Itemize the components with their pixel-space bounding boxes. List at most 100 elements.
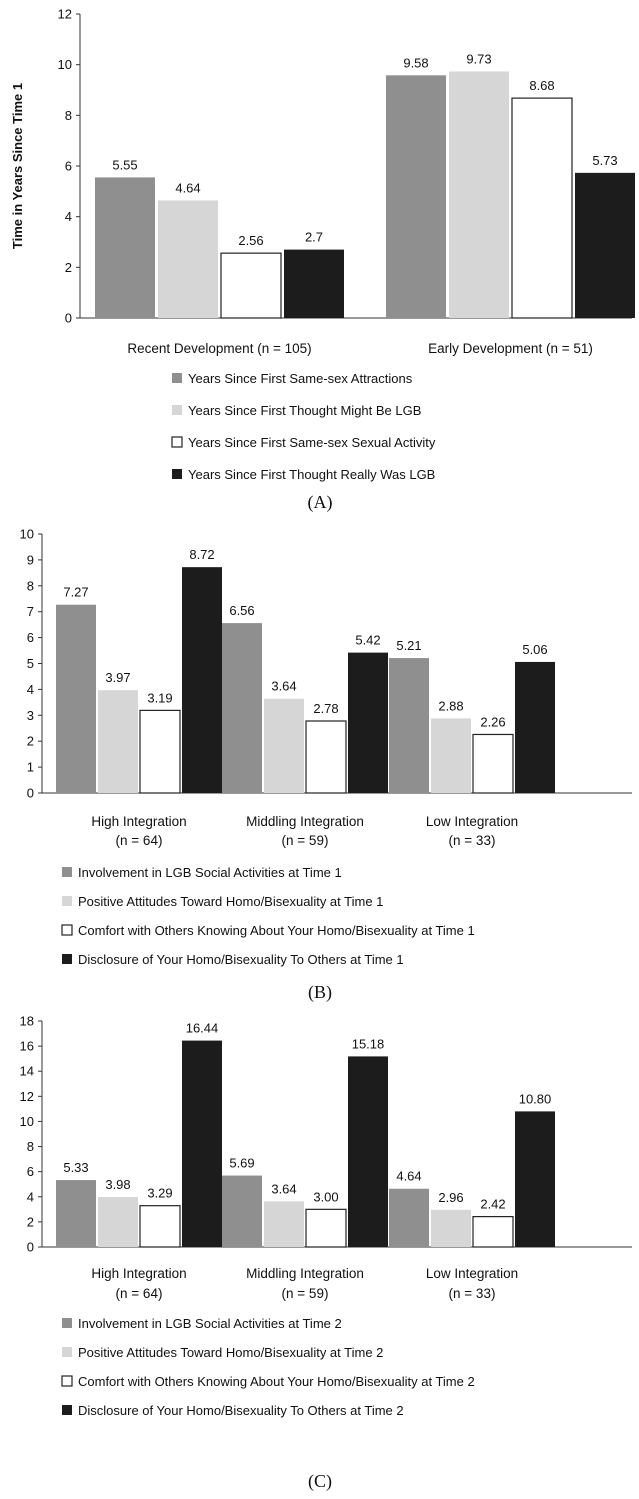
y-tick-label: 0 [27,1240,34,1255]
legend-entry: Comfort with Others Knowing About Your H… [78,923,475,938]
data-label: 8.68 [529,78,554,93]
y-tick-label: 14 [20,1064,34,1079]
y-tick-label: 10 [20,527,34,542]
data-label: 4.64 [396,1169,421,1184]
data-label: 16.44 [186,1021,219,1036]
bar [511,97,573,319]
legend-entry: Involvement in LGB Social Activities at … [78,865,342,880]
bar [515,661,555,793]
data-label: 2.7 [305,230,323,245]
bar [386,75,446,318]
y-tick-label: 3 [27,708,34,723]
data-label: 4.64 [175,180,200,195]
y-tick-label: 4 [65,209,72,224]
legend-entry: Positive Attitudes Toward Homo/Bisexuali… [78,1345,383,1360]
y-tick-label: 2 [27,734,34,749]
legend-entry: Involvement in LGB Social Activities at … [78,1316,342,1331]
y-tick-label: 8 [27,578,34,593]
legend-swatch [171,436,183,448]
bar [98,690,138,793]
data-label: 3.97 [105,670,130,685]
x-category-label: High Integration [91,814,186,829]
x-category-label: (n = 33) [449,833,496,848]
bar [220,252,282,319]
legend-swatch [62,1347,72,1357]
x-category-label: Early Development (n = 51) [428,341,593,356]
data-label: 3.29 [147,1186,172,1201]
bar [95,177,155,318]
bar [348,652,388,793]
y-tick-label: 7 [27,604,34,619]
legend-swatch [172,373,182,383]
y-axis-title: Time in Years Since Time 1 [10,83,25,249]
panel-label: (A) [308,492,333,513]
y-tick-label: 12 [20,1089,34,1104]
data-label: 3.19 [147,690,172,705]
bar [431,1209,471,1247]
data-label: 9.58 [403,55,428,70]
bar [158,200,218,318]
x-category-label: Middling Integration [246,1266,364,1281]
data-label: 2.96 [438,1190,463,1205]
bar [575,172,635,318]
x-category-label: Low Integration [426,1266,518,1281]
data-label: 10.80 [519,1091,552,1106]
bar [515,1111,555,1247]
y-tick-label: 8 [65,108,72,123]
y-tick-label: 6 [27,1164,34,1179]
y-tick-label: 0 [65,311,72,326]
y-tick-label: 4 [27,682,34,697]
x-category-label: (n = 33) [449,1286,496,1301]
chart-b: 0 1 2 3 4 5 6 7 8 9 10 7.27 3.97 3.19 8.72 High Integra… [20,527,632,1003]
y-tick-label: 6 [65,159,72,174]
y-tick-label: 18 [20,1014,34,1029]
bar [284,249,344,318]
x-category-label: (n = 59) [282,833,329,848]
legend-entry: Years Since First Thought Might Be LGB [188,403,421,418]
data-label: 5.55 [112,157,137,172]
data-label: 15.18 [352,1036,385,1051]
bar [389,658,429,793]
data-label: 5.42 [355,633,380,648]
chart-a: 0 2 4 6 8 10 12 Time in Years Since Time 1 5.55 4… [10,7,635,513]
x-category-label: (n = 64) [116,833,163,848]
bar [305,1208,347,1248]
y-tick-label: 1 [27,760,34,775]
data-label: 2.78 [313,701,338,716]
y-tick-label: 4 [27,1189,34,1204]
y-tick-label: 5 [27,656,34,671]
bar [222,1175,262,1247]
y-tick-label: 9 [27,552,34,567]
data-label: 3.64 [271,679,296,694]
legend-entry: Disclosure of Your Homo/Bisexuality To O… [78,1403,404,1418]
legend-entry: Years Since First Same-sex Sexual Activi… [188,435,436,450]
y-tick-label: 6 [27,630,34,645]
data-label: 5.06 [522,642,547,657]
legend-entry: Years Since First Same-sex Attractions [188,371,413,386]
y-tick-label: 10 [20,1114,34,1129]
bar [182,1040,222,1247]
y-tick-label: 2 [27,1214,34,1229]
bar [222,623,262,793]
bar [182,567,222,793]
panel-label: (C) [308,1471,332,1492]
data-label: 2.56 [238,233,263,248]
bar [264,1201,304,1247]
bar [139,1205,181,1248]
legend-entry: Comfort with Others Knowing About Your H… [78,1374,475,1389]
legend-swatch [62,896,72,906]
bar [56,604,96,793]
data-label: 7.27 [63,585,88,600]
chart-c: 0 2 4 6 8 10 12 14 16 18 5.33 3.98 3.29 16.44 High Int… [20,1014,632,1492]
data-label: 2.42 [480,1197,505,1212]
bar [472,1216,514,1248]
data-label: 8.72 [189,547,214,562]
legend-swatch [62,1405,72,1415]
panel-label: (B) [308,982,332,1003]
x-category-label: (n = 59) [282,1286,329,1301]
bar [56,1180,96,1247]
y-tick-label: 12 [58,7,72,22]
bar [98,1197,138,1247]
bar [305,720,347,794]
data-label: 5.33 [63,1160,88,1175]
